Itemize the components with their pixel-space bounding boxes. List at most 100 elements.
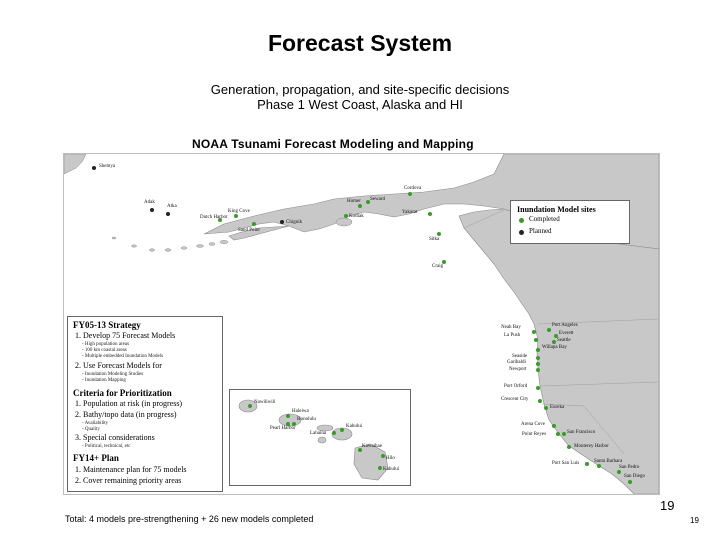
site-marker-arena-cove <box>552 424 556 428</box>
site-marker-san-diego <box>628 480 632 484</box>
strategy-subitem: - Multiple embedded Inundation Models <box>82 354 164 359</box>
hawaii-marker-kahului-south <box>378 466 382 470</box>
site-marker-homer <box>358 204 362 208</box>
site-marker-craig <box>442 260 446 264</box>
site-marker-neah-bay <box>532 330 536 334</box>
site-markers <box>92 166 632 484</box>
russia-landmass <box>64 154 87 175</box>
site-label: Sand Point <box>238 228 260 233</box>
site-marker-santa-barbara <box>597 464 601 468</box>
hawaii-marker-hilo <box>381 454 385 458</box>
site-marker-sitka <box>437 232 441 236</box>
site-label: Everett <box>559 331 574 336</box>
site-marker-sand-point <box>252 222 256 226</box>
site-marker-monterey-harbor <box>567 445 571 449</box>
hawaii-marker-lahaina <box>332 431 336 435</box>
site-label: La Push <box>504 333 521 338</box>
site-label: Santa Barbara <box>594 459 623 464</box>
site-label: San Pedro <box>619 465 640 470</box>
site-label: Monterey Harbor <box>574 444 609 449</box>
site-label: Seward <box>370 197 385 202</box>
strategy-panel: FY05-13 Strategy 1. Develop 75 Forecast … <box>67 316 223 492</box>
north-america-landmass <box>458 208 659 494</box>
plan-item: 1. Maintenance plan for 75 models <box>75 465 187 474</box>
legend-planned-swatch <box>519 230 524 235</box>
site-label: Sitka <box>429 237 440 242</box>
hawaii-marker-haleiwa <box>286 414 290 418</box>
site-marker-newport <box>536 368 540 372</box>
site-label: Arena Cove <box>521 422 546 427</box>
site-marker-everett <box>554 334 558 338</box>
hawaii-site-label: Kawaihae <box>362 444 382 449</box>
site-marker-point-reyes <box>556 432 560 436</box>
criteria-item: 2. Bathy/topo data (in progress) <box>75 410 177 419</box>
strategy-subitem: - Inundation Mapping <box>82 378 126 383</box>
site-marker-eureka <box>544 406 548 410</box>
site-marker-shemya <box>92 166 96 170</box>
criteria-subitem: - Availability <box>82 421 109 426</box>
hawaii-marker-pearl-harbor <box>286 422 290 426</box>
site-marker-garibaldi <box>536 362 540 366</box>
hawaii-marker-nawiliwili <box>248 404 252 408</box>
legend-completed-swatch <box>519 218 524 223</box>
slide-title: Forecast System <box>267 30 453 56</box>
slide-subtitle-line2: Phase 1 West Coast, Alaska and HI <box>257 97 463 112</box>
site-marker-crescent-city <box>538 399 542 403</box>
site-marker-willapa-bay <box>536 348 540 352</box>
alaska-peninsula <box>228 225 290 241</box>
criteria-subitem: - Political, technical, etc <box>82 444 131 449</box>
site-marker-adak <box>150 208 154 212</box>
site-marker-seaside <box>536 356 540 360</box>
legend-completed-label: Completed <box>529 215 560 223</box>
site-label: Kodiak <box>349 214 364 219</box>
site-label: Port San Luis <box>552 461 580 466</box>
site-marker-port-san-luis <box>585 462 589 466</box>
site-marker-dutch-harbor <box>218 218 222 222</box>
site-label: Craig <box>432 264 444 269</box>
strategy-subitem: - High population areas <box>82 342 130 347</box>
strategy-item: 2. Use Forecast Models for <box>75 361 162 370</box>
site-marker-port-angeles <box>547 328 551 332</box>
strategy-subitem: - 100 km coastal areas <box>82 348 127 353</box>
site-label: Yakutat <box>402 210 418 215</box>
hawaii-site-label: Haleiwa <box>292 409 309 414</box>
site-label: Port Angeles <box>552 323 578 328</box>
legend-planned-label: Planned <box>529 227 552 235</box>
site-marker-yakutat <box>428 212 432 216</box>
strategy-subitem: - Inundation Modeling Studies <box>82 372 144 377</box>
strategy-item: 1. Develop 75 Forecast Models <box>75 331 176 340</box>
hawaii-site-label: Hilo <box>386 456 395 461</box>
site-label: Chignik <box>286 220 303 225</box>
hawaii-basemap <box>238 399 389 481</box>
site-label: Eureka <box>550 405 565 410</box>
criteria-subitem: - Quality <box>82 427 100 432</box>
criteria-item: 1. Population at risk (in progress) <box>75 399 183 408</box>
hawaii-site-label: Pearl Harbor <box>270 426 296 431</box>
slide-subtitle-line1: Generation, propagation, and site-specif… <box>210 82 510 97</box>
site-marker-la-push <box>534 338 538 342</box>
map-title: NOAA Tsunami Forecast Modeling and Mappi… <box>192 137 474 151</box>
site-label: Shemya <box>99 164 116 169</box>
site-marker-san-pedro <box>617 470 621 474</box>
page-number-small: 19 <box>690 516 699 525</box>
site-label: Atka <box>167 204 177 209</box>
legend-title: Inundation Model sites <box>517 205 596 214</box>
hawaii-site-label: Lahaina <box>310 431 327 436</box>
hawaii-site-label: Kahului <box>346 424 363 429</box>
site-marker-king-cove <box>234 214 238 218</box>
footer-note: Total: 4 models pre-strengthening + 26 n… <box>65 514 314 524</box>
hawaii-marker-honolulu <box>292 422 296 426</box>
site-marker-port-orford <box>536 386 540 390</box>
plan-item: 2. Cover remaining priority areas <box>75 476 182 485</box>
hawaii-site-label: Kahului <box>383 467 400 472</box>
site-label: Homer <box>347 199 361 204</box>
site-marker-chignik <box>280 220 284 224</box>
aleutian-islands <box>91 166 229 252</box>
site-marker-cordova <box>408 192 412 196</box>
hawaii-marker-kahului <box>340 428 344 432</box>
hawaii-islands <box>238 399 389 481</box>
site-label: Crescent City <box>501 397 529 402</box>
site-marker-kodiak <box>344 214 348 218</box>
site-label: San Diego <box>624 474 645 479</box>
site-label: Garibaldi <box>507 360 526 365</box>
